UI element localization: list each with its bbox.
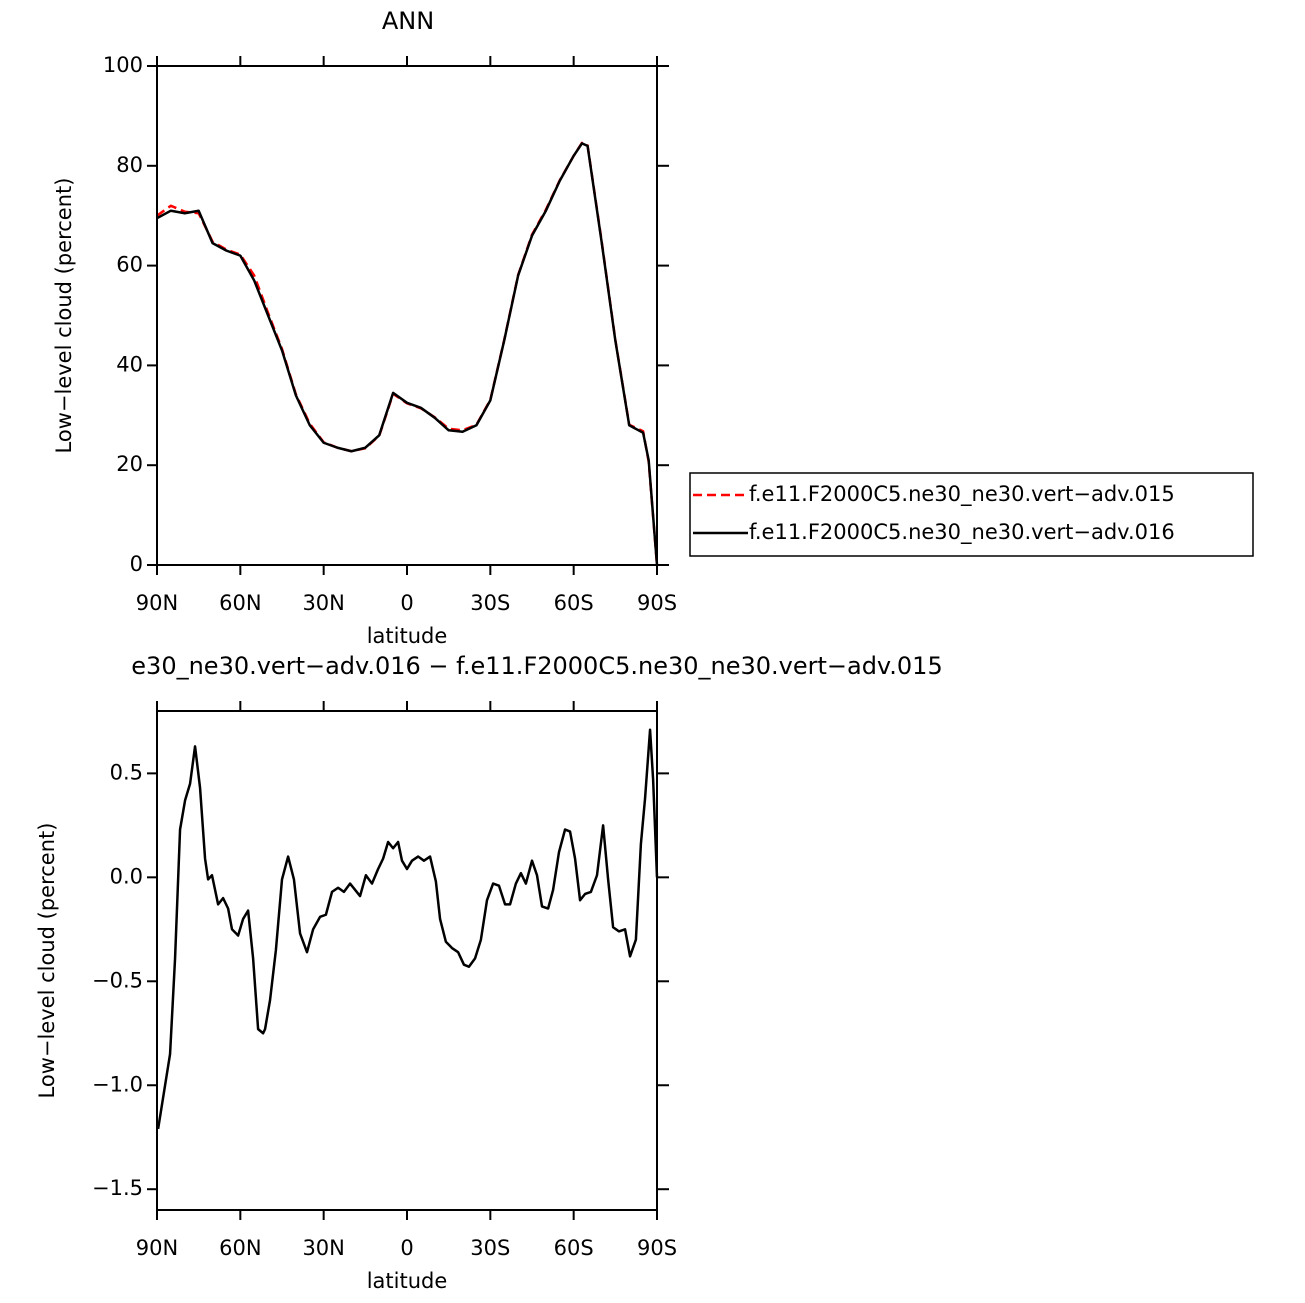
x-tick-label: 0 xyxy=(400,591,413,615)
series-line xyxy=(156,728,659,1130)
y-tick-label: 40 xyxy=(116,352,143,376)
x-tick-label: 60S xyxy=(554,1236,594,1260)
x-tick-label: 0 xyxy=(400,1236,413,1260)
x-tick-label: 90S xyxy=(637,591,677,615)
x-tick-label: 90N xyxy=(136,1236,178,1260)
x-tick-label: 30S xyxy=(470,1236,510,1260)
plot-frame xyxy=(156,710,658,1211)
y-tick-label: −1.0 xyxy=(92,1072,143,1096)
x-tick-label: 60N xyxy=(219,591,261,615)
x-tick-label: 30N xyxy=(302,591,344,615)
y-tick-label: 80 xyxy=(116,153,143,177)
series-line xyxy=(156,142,659,566)
y-tick-label: 100 xyxy=(103,53,143,77)
y-axis-label: Low−level cloud (percent) xyxy=(35,823,59,1099)
y-axis-label: Low−level cloud (percent) xyxy=(52,178,76,454)
x-tick-label: 90N xyxy=(136,591,178,615)
y-tick-label: 0.0 xyxy=(110,864,143,888)
series-line xyxy=(156,141,659,566)
y-tick-label: 0.5 xyxy=(110,760,143,784)
x-axis-label: latitude xyxy=(367,624,448,648)
plot-frame xyxy=(156,65,658,566)
chart-title: ANN xyxy=(382,7,434,35)
x-tick-label: 30N xyxy=(302,1236,344,1260)
x-tick-label: 60N xyxy=(219,1236,261,1260)
y-tick-label: 0 xyxy=(130,552,143,576)
y-tick-label: −1.5 xyxy=(92,1176,143,1200)
x-axis-label: latitude xyxy=(367,1269,448,1293)
legend-label: f.e11.F2000C5.ne30_ne30.vert−adv.015 xyxy=(749,482,1175,507)
x-tick-label: 90S xyxy=(637,1236,677,1260)
y-tick-label: 60 xyxy=(116,253,143,277)
x-tick-label: 60S xyxy=(554,591,594,615)
y-tick-label: −0.5 xyxy=(92,968,143,992)
chart-title: e30_ne30.vert−adv.016 − f.e11.F2000C5.ne… xyxy=(131,652,942,680)
legend-box xyxy=(689,472,1254,557)
legend-label: f.e11.F2000C5.ne30_ne30.vert−adv.016 xyxy=(749,520,1175,545)
y-tick-label: 20 xyxy=(116,452,143,476)
x-tick-label: 30S xyxy=(470,591,510,615)
